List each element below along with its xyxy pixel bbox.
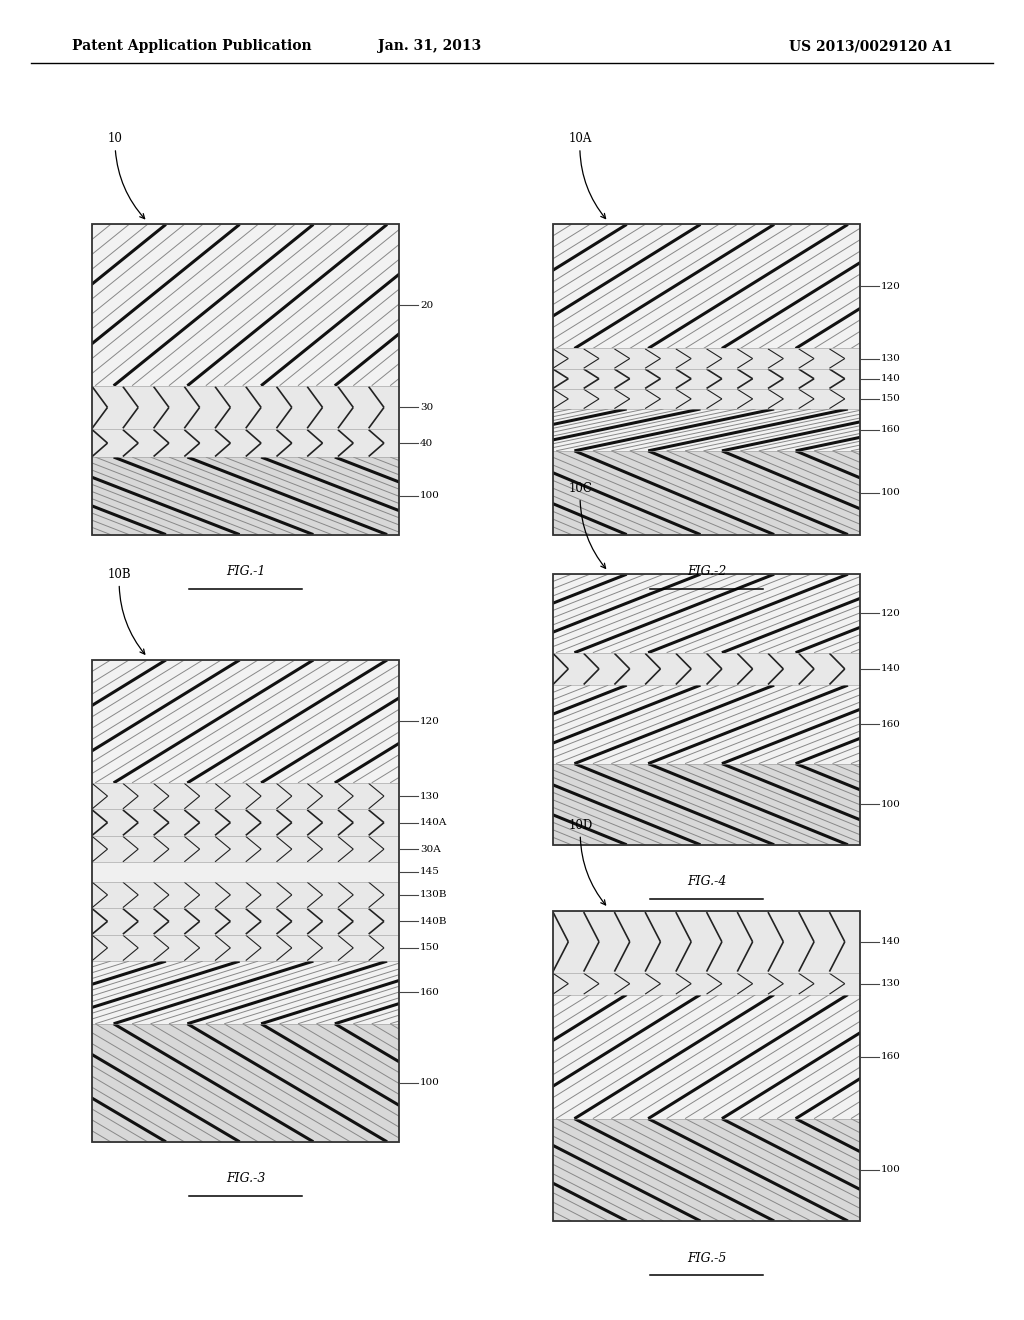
Text: 40: 40 xyxy=(420,438,433,447)
Text: Patent Application Publication: Patent Application Publication xyxy=(72,40,311,53)
Bar xyxy=(553,911,860,1221)
Bar xyxy=(92,783,399,809)
Bar xyxy=(553,763,860,845)
Text: 140A: 140A xyxy=(420,818,447,828)
Bar xyxy=(553,389,860,409)
Text: FIG.-2: FIG.-2 xyxy=(687,565,726,578)
Text: 20: 20 xyxy=(420,301,433,310)
Text: 10B: 10B xyxy=(108,568,144,655)
Text: 120: 120 xyxy=(881,282,900,290)
Text: 150: 150 xyxy=(881,395,900,404)
Bar xyxy=(553,973,860,994)
Bar xyxy=(92,809,399,836)
Text: 120: 120 xyxy=(881,609,900,618)
Text: 100: 100 xyxy=(881,488,900,498)
Text: FIG.-1: FIG.-1 xyxy=(226,565,265,578)
Text: 130: 130 xyxy=(881,354,900,363)
Bar xyxy=(553,224,860,535)
Bar xyxy=(553,652,860,685)
Text: 30A: 30A xyxy=(420,845,440,854)
Bar xyxy=(92,385,399,429)
Text: FIG.-5: FIG.-5 xyxy=(687,1251,726,1265)
Text: 10C: 10C xyxy=(568,482,605,569)
Text: 140B: 140B xyxy=(420,917,447,925)
Bar xyxy=(92,660,399,1142)
Text: US 2013/0029120 A1: US 2013/0029120 A1 xyxy=(788,40,952,53)
Bar xyxy=(92,429,399,457)
Text: 140: 140 xyxy=(881,375,900,383)
Text: 160: 160 xyxy=(420,987,439,997)
Bar xyxy=(553,994,860,1118)
Text: 10A: 10A xyxy=(568,132,605,219)
Bar xyxy=(92,862,399,882)
Text: 30: 30 xyxy=(420,403,433,412)
Bar xyxy=(553,451,860,535)
Bar xyxy=(553,348,860,368)
Bar xyxy=(553,1118,860,1221)
Bar xyxy=(553,685,860,763)
Bar xyxy=(92,224,399,535)
Bar xyxy=(553,574,860,652)
Text: 130B: 130B xyxy=(420,891,447,899)
Text: 160: 160 xyxy=(881,1052,900,1061)
Bar xyxy=(553,368,860,389)
Text: 140: 140 xyxy=(881,664,900,673)
Text: 130: 130 xyxy=(420,792,439,801)
Bar xyxy=(92,882,399,908)
Text: 100: 100 xyxy=(881,800,900,809)
Text: 160: 160 xyxy=(881,719,900,729)
Text: 100: 100 xyxy=(420,491,439,500)
Bar xyxy=(92,660,399,783)
Text: 120: 120 xyxy=(420,717,439,726)
Text: 145: 145 xyxy=(420,867,439,876)
Bar xyxy=(92,457,399,535)
Text: 160: 160 xyxy=(881,425,900,434)
Bar xyxy=(92,935,399,961)
Text: 150: 150 xyxy=(420,944,439,952)
Text: 140: 140 xyxy=(881,937,900,946)
Text: FIG.-4: FIG.-4 xyxy=(687,875,726,888)
Text: 100: 100 xyxy=(420,1078,439,1088)
Text: 10: 10 xyxy=(108,132,144,219)
Bar xyxy=(92,961,399,1024)
Bar xyxy=(92,836,399,862)
Bar xyxy=(553,574,860,845)
Text: 130: 130 xyxy=(881,979,900,989)
Bar xyxy=(553,224,860,348)
Bar xyxy=(92,224,399,385)
Bar xyxy=(553,409,860,451)
Bar xyxy=(92,1024,399,1142)
Bar xyxy=(553,911,860,973)
Text: 100: 100 xyxy=(881,1166,900,1175)
Bar xyxy=(92,908,399,935)
Text: Jan. 31, 2013: Jan. 31, 2013 xyxy=(379,40,481,53)
Text: FIG.-3: FIG.-3 xyxy=(226,1172,265,1185)
Text: 10D: 10D xyxy=(568,818,605,906)
